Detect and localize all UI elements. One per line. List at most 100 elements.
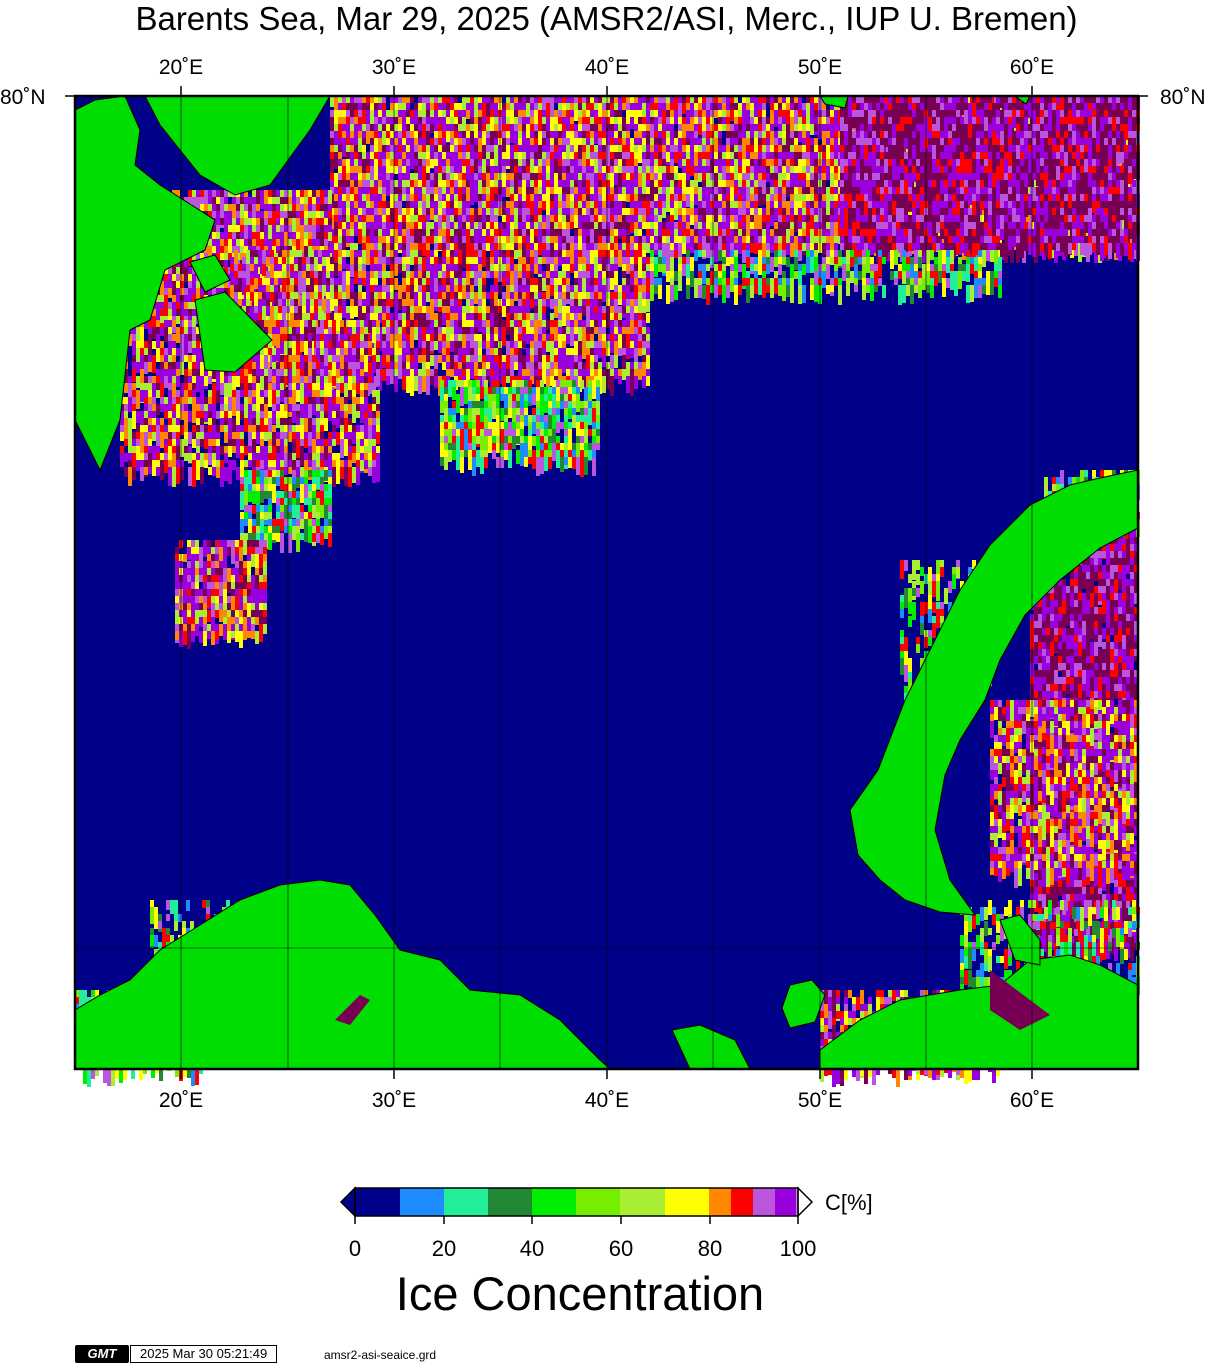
- ice-cell: [490, 180, 494, 188]
- ice-cell: [944, 180, 948, 187]
- ice-cell: [936, 124, 940, 131]
- ice-cell: [418, 117, 422, 129]
- ice-cell: [630, 236, 634, 244]
- ice-cell: [350, 152, 354, 159]
- ice-cell: [446, 222, 450, 233]
- ice-cell: [814, 124, 818, 131]
- ice-cell: [518, 110, 522, 117]
- ice-cell: [606, 152, 610, 166]
- ice-cell: [466, 110, 470, 119]
- ice-cell: [358, 208, 362, 221]
- ice-cell: [610, 124, 614, 131]
- ice-cell: [426, 152, 430, 159]
- ice-cell: [570, 103, 574, 111]
- ice-cell: [722, 166, 726, 174]
- ice-cell: [810, 103, 814, 110]
- ice-cell: [502, 159, 506, 169]
- ice-cell: [374, 117, 378, 129]
- ice-cell: [674, 152, 678, 163]
- ice-cell: [354, 138, 358, 147]
- ice-cell: [638, 110, 642, 117]
- ice-cell: [868, 229, 872, 244]
- ice-cell: [562, 103, 566, 110]
- ice-cell: [462, 117, 466, 130]
- ice-cell: [366, 236, 370, 243]
- ice-cell: [960, 201, 964, 209]
- ice-cell: [964, 117, 968, 124]
- ice-cell: [586, 243, 590, 251]
- ice-cell: [458, 110, 462, 117]
- ice-cell: [418, 145, 422, 153]
- ice-cell: [826, 152, 830, 160]
- ice-cell: [790, 180, 794, 187]
- ice-cell: [782, 159, 786, 166]
- ice-cell: [362, 215, 366, 224]
- ice-cell: [646, 131, 650, 139]
- map-title: Barents Sea, Mar 29, 2025 (AMSR2/ASI, Me…: [135, 0, 1078, 37]
- ice-cell: [630, 201, 634, 208]
- ice-cell: [490, 96, 494, 104]
- ice-cell: [940, 243, 944, 250]
- ice-cell: [940, 229, 944, 239]
- ice-cell: [426, 166, 430, 179]
- ice-cell: [374, 159, 378, 170]
- ice-cell: [390, 236, 394, 243]
- ice-cell: [418, 208, 422, 220]
- ice-cell: [570, 124, 574, 132]
- ice-cell: [830, 187, 834, 195]
- ice-cell: [746, 173, 750, 180]
- ice-cell: [374, 166, 378, 175]
- ice-cell: [710, 229, 714, 237]
- ice-cell: [334, 222, 338, 240]
- ice-cell: [422, 110, 426, 118]
- ice-cell: [852, 117, 856, 128]
- ice-cell: [876, 110, 880, 118]
- ice-cell: [350, 215, 354, 223]
- ice-cell: [402, 180, 406, 191]
- ice-cell: [798, 110, 802, 117]
- ice-cell: [406, 110, 410, 120]
- ice-cell: [514, 124, 518, 131]
- ice-cell: [770, 243, 774, 253]
- ice-cell: [394, 131, 398, 139]
- ice-cell: [426, 173, 430, 186]
- ice-cell: [366, 194, 370, 206]
- ice-cell: [518, 166, 522, 174]
- ice-cell: [694, 194, 698, 205]
- ice-cell: [338, 173, 342, 181]
- ice-cell: [466, 131, 470, 142]
- ice-cell: [666, 201, 670, 212]
- ice-cell: [984, 145, 988, 153]
- ice-cell: [342, 117, 346, 130]
- ice-cell: [434, 173, 438, 193]
- ice-cell: [574, 215, 578, 228]
- ice-cell: [366, 229, 370, 239]
- ice-cell: [398, 159, 402, 171]
- ice-cell: [830, 124, 834, 131]
- ice-cell: [478, 138, 482, 154]
- ice-cell: [570, 236, 574, 243]
- ice-cell: [454, 152, 458, 160]
- ice-cell: [766, 173, 770, 182]
- ice-cell: [952, 138, 956, 146]
- ice-cell: [342, 124, 346, 135]
- ice-cell: [960, 187, 964, 194]
- ice-cell: [438, 215, 442, 226]
- ice-cell: [426, 201, 430, 210]
- ice-cell: [852, 145, 856, 153]
- ice-cell: [410, 117, 414, 125]
- ice-cell: [494, 96, 498, 108]
- ice-cell: [422, 152, 426, 160]
- ice-cell: [848, 180, 852, 187]
- ice-cell: [362, 208, 366, 219]
- ice-cell: [438, 103, 442, 116]
- ice-cell: [976, 194, 980, 202]
- ice-cell: [558, 117, 562, 124]
- ice-cell: [378, 229, 382, 240]
- ice-cell: [394, 208, 398, 218]
- ice-cell: [426, 138, 430, 148]
- ice-cell: [458, 173, 462, 183]
- ice-cell: [430, 208, 434, 220]
- ice-cell: [454, 222, 458, 233]
- ice-cell: [826, 187, 830, 195]
